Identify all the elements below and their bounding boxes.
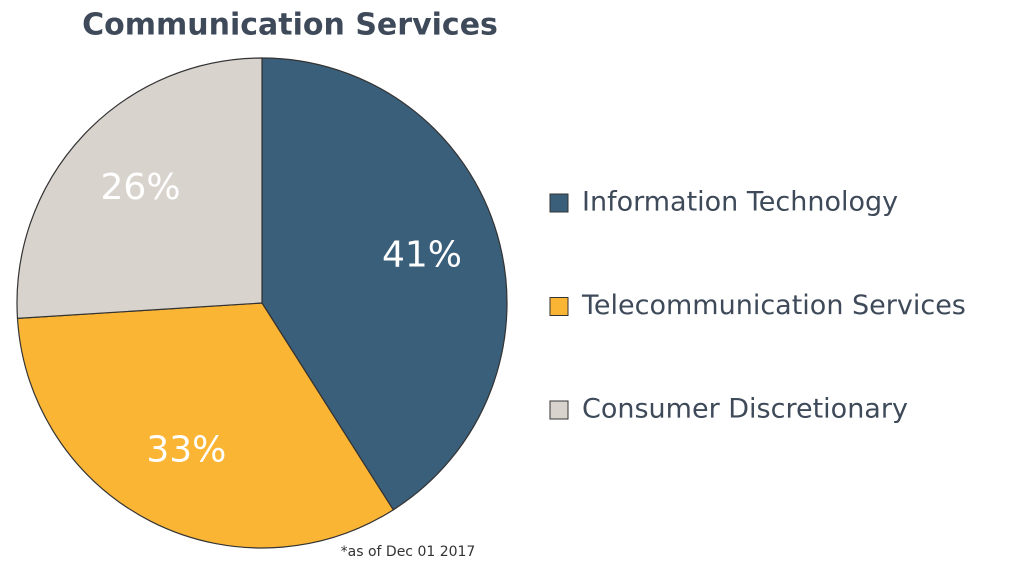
legend-swatch — [549, 193, 569, 213]
legend-swatch — [549, 400, 569, 420]
chart-title: Communication Services — [82, 8, 498, 43]
pie-slice — [16, 302, 395, 549]
value-label: 26% — [101, 167, 181, 208]
footnote: *as of Dec 01 2017 — [341, 544, 476, 560]
legend-swatch — [549, 297, 569, 316]
legend-label: Consumer Discretionary — [582, 394, 908, 425]
legend-label: Telecommunication Services — [581, 290, 966, 321]
value-label: 33% — [146, 429, 226, 470]
value-label: 41% — [382, 235, 462, 276]
pie-slice — [16, 57, 263, 320]
legend-label: Information Technology — [582, 187, 898, 218]
pie-slice — [261, 57, 508, 511]
